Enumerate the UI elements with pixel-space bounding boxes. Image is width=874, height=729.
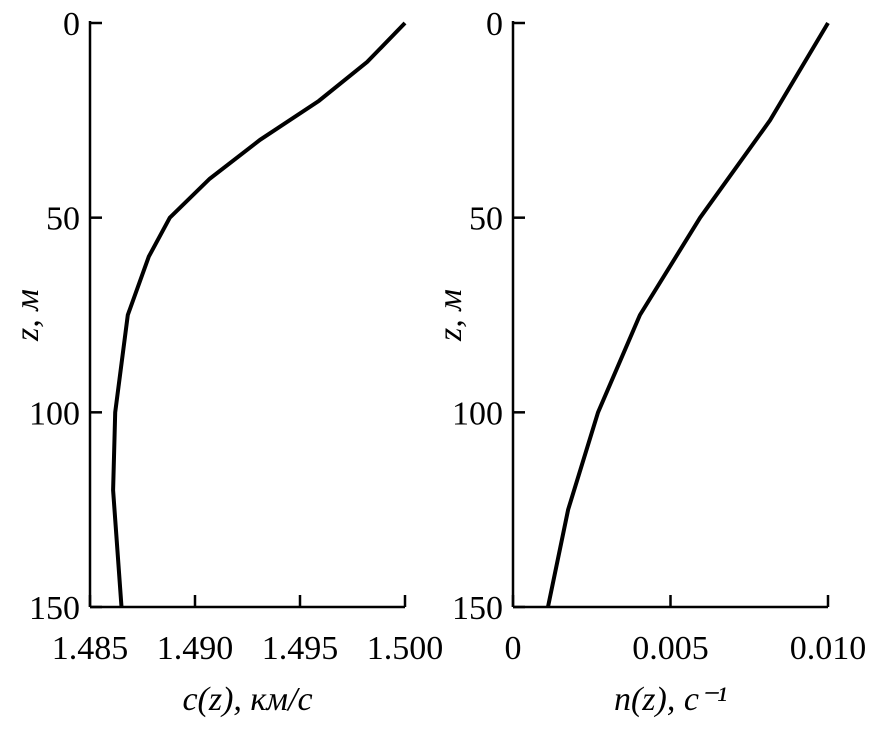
y-tick-label: 150 [29,590,80,627]
y-axis-label: z, м [432,289,469,342]
y-tick-label: 0 [486,6,503,43]
y-tick-label: 100 [29,395,80,432]
y-tick-label: 150 [452,590,503,627]
x-tick-label: 1.495 [262,630,339,667]
x-axis-label: n(z), с⁻¹ [614,681,727,718]
x-tick-label: 1.500 [367,630,444,667]
x-tick-label: 0.010 [790,630,867,667]
x-tick-label: 1.490 [157,630,234,667]
x-tick-label: 0 [505,630,522,667]
x-axis-label: c(z), км/с [182,681,312,718]
y-tick-label: 50 [46,201,80,238]
y-axis-label: z, м [9,289,46,342]
y-tick-label: 0 [63,6,80,43]
y-tick-label: 100 [452,395,503,432]
profile-line [111,21,407,608]
x-tick-label: 0.005 [632,630,709,667]
profile-line [546,21,830,608]
x-tick-label: 1.485 [52,630,129,667]
y-tick-label: 50 [469,201,503,238]
